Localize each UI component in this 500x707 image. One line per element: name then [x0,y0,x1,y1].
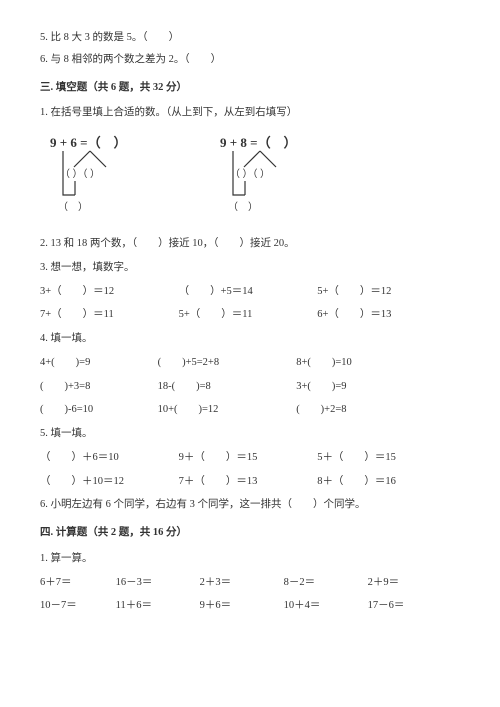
q5r2c3: 8＋（ ）＝16 [317,474,456,490]
s3-q6: 6. 小明左边有 6 个同学，右边有 3 个同学，这一排共（ ）个同学。 [40,497,460,513]
r1c3: 2＋3＝ [200,575,284,591]
q3r1c2: （ ）+5＝14 [179,284,318,300]
diagram-1: 9 + 6 =（ ） （ ）（ ） （ ） [50,133,170,218]
s4-row2: 10－7＝ 11＋6＝ 9＋6＝ 10＋4＝ 17－6＝ [40,598,460,614]
s3-q1: 1. 在括号里填上合适的数。（从上到下，从左到右填写） [40,105,460,121]
d1-branch-r [90,151,106,167]
d1-branch-l [74,151,90,167]
d1-bottom: （ ） [58,201,88,213]
s3-q5-row1: （ ）＋6＝10 9＋（ ）＝15 5＋（ ）＝15 [40,450,460,466]
q4r1c3: 8+( )=10 [296,355,414,371]
s3-q4-row2: ( )+3=8 18-( )=8 3+( )=9 [40,379,460,395]
q4r3c2: 10+( )=12 [158,402,297,418]
q4r3c1: ( )-6=10 [40,402,158,418]
diagram-row: 9 + 6 =（ ） （ ）（ ） （ ） 9 + 8 =（ ） （ ）（ ） … [50,133,460,218]
d2-expr: 9 + 8 =（ ） [220,135,297,150]
judge-q5: 5. 比 8 大 3 的数是 5。（ ） [40,30,460,46]
q5r2c1: （ ）＋10＝12 [40,474,179,490]
r2c4: 10＋4＝ [284,598,368,614]
q3r2c3: 6+（ ）＝13 [317,307,456,323]
r1c5: 2＋9＝ [368,575,452,591]
q5r1c1: （ ）＋6＝10 [40,450,179,466]
r2c2: 11＋6＝ [116,598,200,614]
q5r1c2: 9＋（ ）＝15 [179,450,318,466]
s3-q4-row3: ( )-6=10 10+( )=12 ( )+2=8 [40,402,460,418]
s4-q1: 1. 算一算。 [40,551,460,567]
s3-q3: 3. 想一想，填数字。 [40,260,460,276]
s3-q4-row1: 4+( )=9 ( )+5=2+8 8+( )=10 [40,355,460,371]
r2c5: 17－6＝ [368,598,452,614]
d2-bottom: （ ） [228,201,258,213]
section3-title: 三. 填空题（共 6 题，共 32 分） [40,80,460,96]
r1c1: 6＋7＝ [40,575,116,591]
d1-pair: （ ）（ ） [60,168,100,180]
r2c3: 9＋6＝ [200,598,284,614]
diagram-2: 9 + 8 =（ ） （ ）（ ） （ ） [220,133,340,218]
r2c1: 10－7＝ [40,598,116,614]
q4r2c1: ( )+3=8 [40,379,158,395]
s4-row1: 6＋7＝ 16－3＝ 2＋3＝ 8－2＝ 2＋9＝ [40,575,460,591]
r1c4: 8－2＝ [284,575,368,591]
q5r1c3: 5＋（ ）＝15 [317,450,456,466]
q4r3c3: ( )+2=8 [296,402,414,418]
q3r2c1: 7+（ ）＝11 [40,307,179,323]
s3-q5: 5. 填一填。 [40,426,460,442]
section4-title: 四. 计算题（共 2 题，共 16 分） [40,525,460,541]
s3-q5-row2: （ ）＋10＝12 7＋（ ）＝13 8＋（ ）＝16 [40,474,460,490]
d2-branch-l [244,151,260,167]
q4r2c2: 18-( )=8 [158,379,297,395]
s3-q3-row1: 3+（ ）＝12 （ ）+5＝14 5+（ ）＝12 [40,284,460,300]
r1c2: 16－3＝ [116,575,200,591]
s3-q3-row2: 7+（ ）＝11 5+（ ）＝11 6+（ ）＝13 [40,307,460,323]
d2-branch-r [260,151,276,167]
s3-q4: 4. 填一填。 [40,331,460,347]
judge-q6: 6. 与 8 相邻的两个数之差为 2。（ ） [40,52,460,68]
s3-q2: 2. 13 和 18 两个数，（ ）接近 10，（ ）接近 20。 [40,236,460,252]
d2-pair: （ ）（ ） [230,168,270,180]
q4r1c2: ( )+5=2+8 [158,355,297,371]
q4r2c3: 3+( )=9 [296,379,414,395]
q3r1c1: 3+（ ）＝12 [40,284,179,300]
q3r2c2: 5+（ ）＝11 [179,307,318,323]
q4r1c1: 4+( )=9 [40,355,158,371]
q3r1c3: 5+（ ）＝12 [317,284,456,300]
q5r2c2: 7＋（ ）＝13 [179,474,318,490]
d1-expr: 9 + 6 =（ ） [50,135,127,150]
